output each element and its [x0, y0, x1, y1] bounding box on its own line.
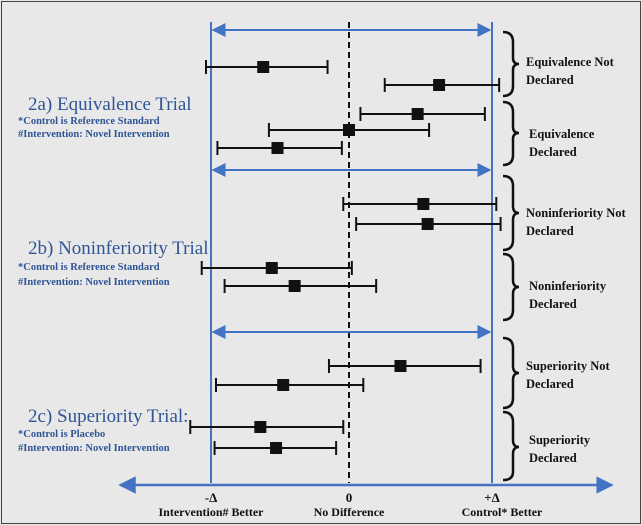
label-noninferiority-not-declared-line2: Declared: [526, 224, 574, 238]
label-noninferiority-not-declared-line1: Noninferiority Not: [526, 206, 626, 220]
point-estimate: [270, 442, 283, 454]
confidence-intervals: [189, 60, 502, 455]
point-estimate: [288, 280, 301, 292]
label-superiority-declared-line1: Superiority: [529, 433, 591, 447]
ci-2b-1: [342, 197, 498, 211]
section-2c-note-control: *Control is Placebo: [18, 429, 105, 440]
bracket-2a-declared: [502, 100, 520, 167]
point-estimate: [411, 108, 424, 120]
bracket-2b-not-declared: [502, 174, 520, 252]
ci-2a-5: [216, 141, 343, 155]
ci-2a-3: [359, 107, 486, 121]
section-2a-title: 2a) Equivalence Trial: [28, 94, 192, 115]
axis-label-no-difference: No Difference: [314, 505, 385, 519]
ci-2c-2: [215, 378, 365, 392]
ci-2b-2: [355, 217, 502, 231]
label-noninferiority-declared-line1: Noninferiority: [529, 279, 607, 293]
point-estimate: [417, 198, 430, 210]
label-superiority-not-declared-line2: Declared: [526, 377, 574, 391]
point-estimate: [254, 421, 267, 433]
ci-2a-2: [383, 78, 501, 92]
point-estimate: [277, 379, 290, 391]
ci-2c-1: [327, 359, 482, 373]
label-equivalence-not-declared-line2: Declared: [526, 73, 574, 87]
label-noninferiority-declared-line2: Declared: [529, 297, 577, 311]
point-estimate: [433, 79, 446, 91]
point-estimate: [265, 262, 278, 274]
section-2b-note-intervention: #Intervention: Novel Intervention: [18, 277, 170, 288]
bracket-2a-not-declared: [502, 30, 520, 98]
label-equivalence-declared-line2: Declared: [529, 145, 577, 159]
ci-2b-4: [223, 279, 378, 293]
bracket-2b-declared: [502, 252, 520, 322]
label-superiority-declared-line2: Declared: [529, 451, 577, 465]
section-2c-title: 2c) Superiority Trial:: [28, 406, 188, 427]
label-equivalence-not-declared-line1: Equivalence Not: [526, 55, 615, 69]
point-estimate: [343, 124, 355, 136]
point-estimate: [421, 218, 434, 230]
section-2c-note-intervention: #Intervention: Novel Intervention: [18, 443, 170, 454]
ci-2b-3: [200, 261, 353, 275]
axis-tick-minus-delta: -Δ: [205, 490, 217, 505]
axis-label-intervention-better: Intervention# Better: [159, 505, 265, 519]
section-2b-title: 2b) Noninferiority Trial: [28, 238, 209, 259]
ci-2a-1: [205, 60, 329, 74]
ci-2a-4: [267, 123, 431, 137]
section-2a-note-control: *Control is Reference Standard: [18, 116, 160, 127]
point-estimate: [271, 142, 284, 154]
section-2b-note-control: *Control is Reference Standard: [18, 262, 160, 273]
bracket-2c-declared: [502, 410, 520, 482]
section-2a-note-intervention: #Intervention: Novel Intervention: [18, 129, 170, 140]
axis-tick-zero: 0: [346, 490, 353, 505]
label-superiority-not-declared-line1: Superiority Not: [526, 359, 611, 373]
bracket-2c-not-declared: [502, 336, 520, 410]
label-equivalence-declared-line1: Equivalence: [529, 127, 595, 141]
axis-tick-plus-delta: +Δ: [484, 490, 500, 505]
point-estimate: [257, 61, 270, 73]
ci-2c-3: [189, 420, 345, 434]
point-estimate: [394, 360, 407, 372]
axis-label-control-better: Control* Better: [462, 505, 543, 519]
ci-2c-4: [213, 441, 338, 455]
